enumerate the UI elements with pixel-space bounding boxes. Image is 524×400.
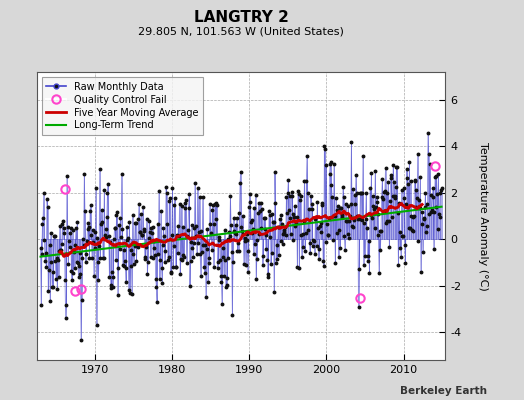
Y-axis label: Temperature Anomaly (°C): Temperature Anomaly (°C) [478, 142, 488, 290]
Text: 29.805 N, 101.563 W (United States): 29.805 N, 101.563 W (United States) [138, 26, 344, 36]
Text: LANGTRY 2: LANGTRY 2 [193, 10, 289, 25]
Text: Berkeley Earth: Berkeley Earth [400, 386, 487, 396]
Legend: Raw Monthly Data, Quality Control Fail, Five Year Moving Average, Long-Term Tren: Raw Monthly Data, Quality Control Fail, … [41, 77, 203, 135]
